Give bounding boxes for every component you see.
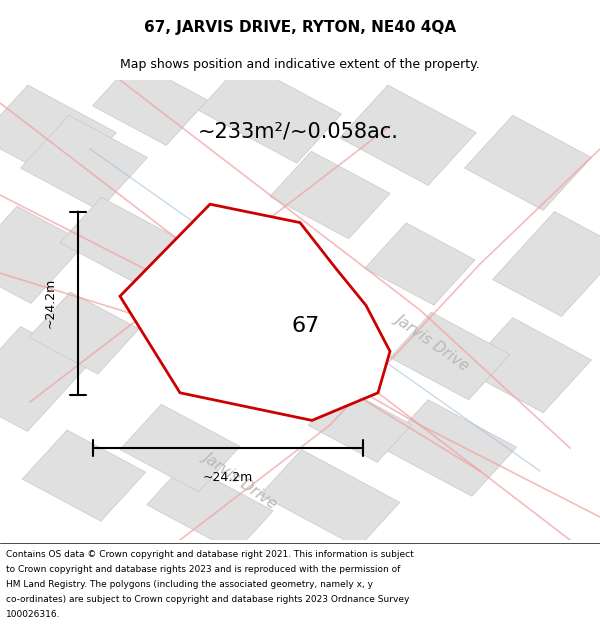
Polygon shape [0, 206, 86, 303]
Polygon shape [260, 449, 400, 548]
Polygon shape [120, 404, 240, 492]
Polygon shape [120, 204, 390, 421]
Text: Jarvis Drive: Jarvis Drive [392, 311, 472, 373]
Polygon shape [464, 318, 592, 412]
Polygon shape [464, 116, 592, 210]
Polygon shape [383, 400, 517, 496]
Polygon shape [20, 116, 148, 210]
Text: Jarvis Drive: Jarvis Drive [200, 449, 280, 511]
Polygon shape [22, 430, 146, 521]
Polygon shape [199, 61, 341, 163]
Text: 67, JARVIS DRIVE, RYTON, NE40 4QA: 67, JARVIS DRIVE, RYTON, NE40 4QA [144, 20, 456, 35]
Polygon shape [340, 85, 476, 186]
Polygon shape [92, 61, 208, 146]
Polygon shape [29, 292, 139, 374]
Polygon shape [60, 198, 180, 285]
Polygon shape [0, 85, 116, 186]
Polygon shape [0, 327, 89, 431]
Text: 100026316.: 100026316. [6, 610, 61, 619]
Polygon shape [390, 312, 510, 400]
Text: Map shows position and indicative extent of the property.: Map shows position and indicative extent… [120, 58, 480, 71]
Polygon shape [147, 463, 273, 552]
Text: ~233m²/~0.058ac.: ~233m²/~0.058ac. [198, 121, 399, 141]
Text: 67: 67 [292, 316, 320, 336]
Text: ~24.2m: ~24.2m [44, 278, 57, 328]
Polygon shape [308, 388, 412, 462]
Text: HM Land Registry. The polygons (including the associated geometry, namely x, y: HM Land Registry. The polygons (includin… [6, 580, 373, 589]
Text: co-ordinates) are subject to Crown copyright and database rights 2023 Ordnance S: co-ordinates) are subject to Crown copyr… [6, 595, 409, 604]
Text: to Crown copyright and database rights 2023 and is reproduced with the permissio: to Crown copyright and database rights 2… [6, 565, 400, 574]
Polygon shape [270, 151, 390, 239]
Text: ~24.2m: ~24.2m [203, 471, 253, 484]
Text: Contains OS data © Crown copyright and database right 2021. This information is : Contains OS data © Crown copyright and d… [6, 550, 414, 559]
Polygon shape [365, 223, 475, 305]
Polygon shape [493, 212, 600, 316]
